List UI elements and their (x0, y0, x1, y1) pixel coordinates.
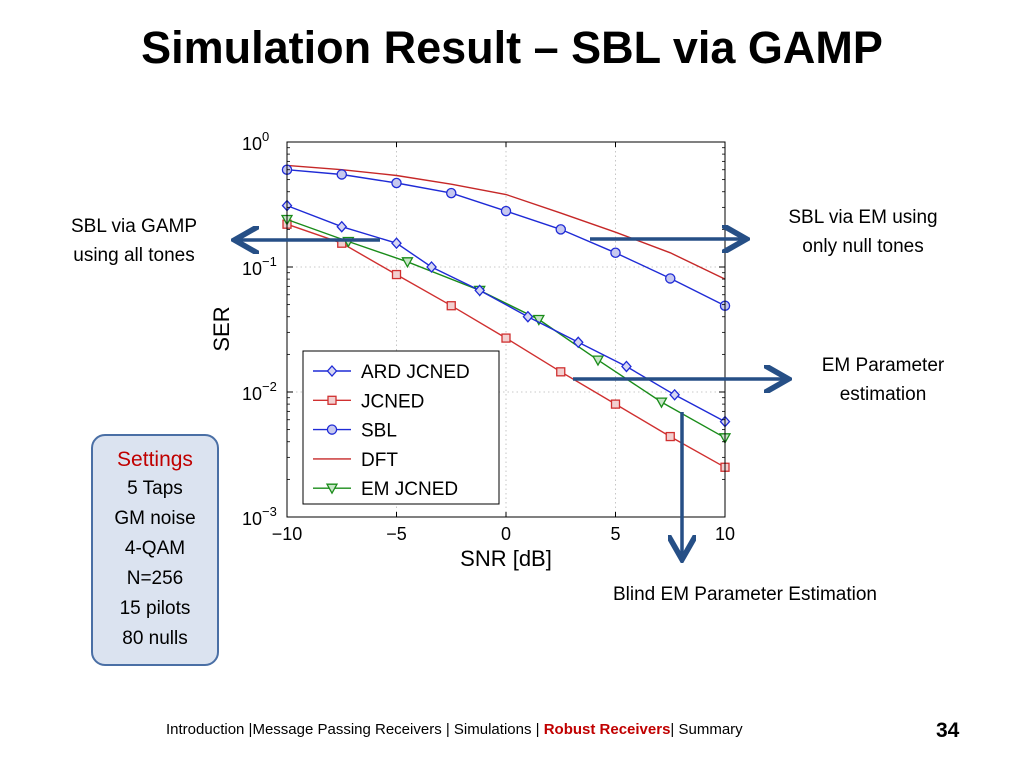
chart-series (280, 164, 732, 472)
data-point-circle (391, 177, 402, 189)
y-tick-base: 10 (242, 259, 262, 279)
legend-entry: JCNED (313, 391, 424, 412)
y-tick-base: 10 (242, 134, 262, 154)
y-tick-label: 100 (242, 129, 269, 154)
annotation-arrows (238, 239, 785, 556)
y-tick-exponent: −2 (262, 379, 277, 394)
data-point-diamond (621, 360, 632, 373)
y-tick-exponent: −3 (262, 504, 277, 519)
series-line (286, 164, 726, 280)
legend-label: EM JCNED (361, 479, 458, 500)
data-point-triangle (532, 314, 545, 326)
legend-label: JCNED (361, 391, 424, 412)
chart-legend: ARD JCNED JCNED SBL DFT EM JCNED (302, 350, 500, 505)
annotation-line: SBL via EM using (788, 207, 938, 228)
data-point-triangle (655, 397, 668, 409)
series-line (286, 218, 726, 439)
footer-nav-summary: | Summary (670, 721, 743, 738)
data-point-circle (445, 187, 457, 199)
data-point-diamond (474, 284, 486, 297)
data-point-square (665, 431, 675, 442)
data-point-diamond (426, 261, 437, 273)
y-tick-base: 10 (242, 509, 262, 529)
data-point-square (610, 399, 621, 409)
y-tick-label: 10−1 (242, 254, 277, 279)
y-tick-label: 10−2 (242, 379, 277, 404)
annotation-line: using all tones (73, 245, 195, 266)
page-number: 34 (936, 719, 960, 742)
annotation-line: EM Parameter (821, 355, 945, 376)
settings-box: Settings 5 Taps GM noise 4-QAM N=256 15 … (91, 434, 219, 666)
data-point-diamond (572, 336, 584, 349)
data-point-square (501, 333, 511, 343)
legend-entry: ARD JCNED (313, 362, 470, 383)
legend-entry: SBL (313, 421, 397, 442)
x-axis-label: SNR [dB] (460, 546, 552, 571)
settings-heading: Settings (117, 448, 193, 471)
annotation-blind-em: Blind EM Parameter Estimation (560, 580, 930, 609)
annotation-line: estimation (839, 384, 927, 405)
y-tick-base: 10 (242, 384, 262, 404)
series-sbl (281, 164, 731, 311)
legend-label: ARD JCNED (361, 362, 470, 383)
data-point-diamond (391, 237, 402, 250)
data-point-diamond (522, 310, 534, 323)
legend-entry: EM JCNED (313, 479, 458, 500)
annotation-line: only null tones (802, 236, 924, 257)
x-tick-label: 5 (610, 524, 620, 544)
data-point-circle (610, 247, 621, 259)
data-point-circle (665, 273, 676, 284)
settings-item: 5 Taps (127, 478, 183, 499)
settings-item: N=256 (126, 568, 184, 589)
data-point-circle (555, 224, 567, 235)
footer-nav-items: Introduction |Message Passing Receivers … (166, 721, 544, 738)
legend-entry: DFT (313, 450, 398, 471)
data-point-square (446, 301, 456, 311)
footer-current-section: Robust Receivers (543, 721, 671, 738)
data-point-diamond (326, 365, 338, 377)
data-point-triangle (401, 257, 414, 269)
data-point-triangle (591, 355, 605, 367)
settings-item: 15 pilots (119, 598, 191, 619)
legend-label: SBL (361, 421, 397, 442)
data-point-circle (336, 169, 347, 180)
x-tick-label: −5 (386, 524, 407, 544)
data-point-square (327, 395, 337, 405)
y-tick-exponent: −1 (262, 254, 277, 269)
annotation-sbl-em: SBL via EM using only null tones (768, 203, 958, 261)
data-point-diamond (336, 220, 348, 233)
settings-item: 4-QAM (124, 538, 186, 559)
x-tick-label: 0 (501, 524, 511, 544)
y-axis-label: SER (209, 306, 234, 351)
x-tick-label: 10 (715, 524, 735, 544)
data-point-triangle (325, 483, 339, 495)
data-point-circle (326, 424, 338, 435)
annotation-line: SBL via GAMP (70, 216, 197, 237)
footer-nav: Introduction |Message Passing Receivers … (166, 721, 743, 738)
data-point-square (556, 367, 566, 377)
data-point-circle (500, 205, 512, 217)
series-ard-jcned (281, 199, 731, 428)
legend-label: DFT (361, 450, 398, 471)
slide-title: Simulation Result – SBL via GAMP (141, 22, 883, 73)
data-point-diamond (669, 388, 681, 401)
series-dft (286, 164, 726, 280)
y-tick-exponent: 0 (262, 129, 269, 144)
settings-item: 80 nulls (122, 628, 188, 649)
annotation-line: Blind EM Parameter Estimation (613, 584, 877, 605)
x-tick-label: −10 (272, 524, 303, 544)
data-point-square (391, 269, 402, 280)
series-jcned (282, 219, 730, 472)
annotation-sbl-gamp: SBL via GAMP using all tones (44, 212, 224, 270)
settings-item: GM noise (114, 508, 196, 529)
annotation-em-parameter: EM Parameter estimation (798, 351, 968, 409)
y-tick-label: 10−3 (242, 504, 277, 529)
